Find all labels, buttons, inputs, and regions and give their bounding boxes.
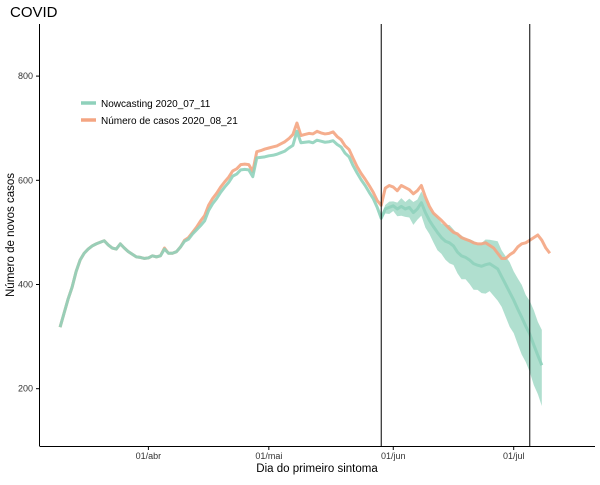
chart-title: COVID [10,4,58,21]
x-tick-label: 01/mai [255,451,282,461]
series-lines [58,121,552,366]
series-line-casos [58,121,552,328]
y-axis-label: Número de novos casos [5,173,17,297]
x-tick-label: 01/abr [136,451,162,461]
x-axis-label: Dia do primeiro sintoma [256,463,378,475]
legend-label-casos: Número de casos 2020_08_21 [101,116,238,127]
vertical-reference-lines [380,24,531,446]
y-axis: 200 400 600 800 [18,71,40,394]
y-tick-label: 400 [18,279,33,289]
y-tick-label: 600 [18,175,33,185]
y-tick-label: 200 [18,384,33,394]
ribbon-area [381,191,542,406]
x-axis: 01/abr 01/mai 01/jun 01/jul [136,446,525,461]
legend: Nowcasting 2020_07_11 Número de casos 20… [81,99,238,127]
x-tick-label: 01/jun [381,451,406,461]
nowcasting-uncertainty-band [381,191,542,406]
series-line-nowcasting [58,129,544,366]
legend-label-nowcasting: Nowcasting 2020_07_11 [101,99,211,110]
y-tick-label: 800 [18,71,33,81]
x-tick-label: 01/jul [503,451,525,461]
